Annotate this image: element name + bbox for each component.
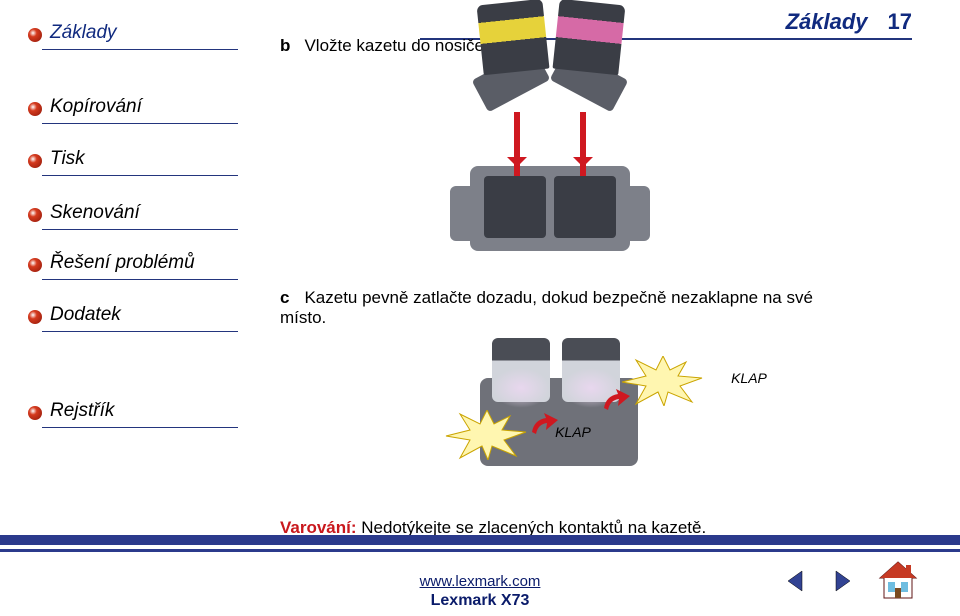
sidebar-item-tisk[interactable]: Tisk bbox=[28, 148, 228, 170]
sidebar-item-label: Tisk bbox=[50, 148, 85, 169]
sidebar-item-label: Základy bbox=[50, 22, 117, 43]
klap-label: KLAP bbox=[706, 370, 792, 386]
bullet-icon bbox=[28, 310, 42, 324]
step-b-text: Vložte kazetu do nosiče. bbox=[304, 36, 488, 55]
header-page-number: 17 bbox=[888, 9, 912, 35]
underline bbox=[42, 175, 238, 176]
bullet-icon bbox=[28, 28, 42, 42]
sidebar-item-reseni-problemu[interactable]: Řešení problémů bbox=[28, 252, 228, 274]
step-c: c Kazetu pevně zatlačte dozadu, dokud be… bbox=[280, 288, 840, 328]
step-c-text: Kazetu pevně zatlačte dozadu, dokud bezp… bbox=[280, 288, 813, 327]
bullet-icon bbox=[28, 154, 42, 168]
sidebar-item-dodatek[interactable]: Dodatek bbox=[28, 304, 228, 326]
bullet-icon bbox=[28, 258, 42, 272]
step-c-letter: c bbox=[280, 288, 300, 308]
home-button[interactable] bbox=[876, 560, 920, 602]
sidebar-item-label: Rejstřík bbox=[50, 400, 114, 421]
main-content: b Vložte kazetu do nosiče. c Kazetu pevn… bbox=[280, 36, 920, 538]
underline bbox=[42, 279, 238, 280]
header-section-title: Základy bbox=[786, 9, 868, 35]
footer-divider bbox=[0, 535, 960, 552]
slot-left bbox=[484, 176, 546, 238]
illustration-insert-cartridge bbox=[410, 76, 700, 266]
arrow-down-icon bbox=[580, 112, 586, 176]
sidebar-item-rejstrik[interactable]: Rejstřík bbox=[28, 400, 228, 422]
cartridge-color-icon bbox=[553, 0, 626, 75]
underline bbox=[42, 427, 238, 428]
bullet-icon bbox=[28, 208, 42, 222]
cartridge-black-icon bbox=[477, 0, 550, 75]
bullet-icon bbox=[28, 406, 42, 420]
klap-burst-icon: KLAP bbox=[620, 356, 706, 406]
step-b-letter: b bbox=[280, 36, 300, 56]
underline bbox=[42, 49, 238, 50]
sidebar-item-label: Řešení problémů bbox=[50, 252, 195, 273]
next-page-button[interactable] bbox=[830, 569, 854, 593]
bullet-icon bbox=[28, 102, 42, 116]
klap-burst-icon: KLAP bbox=[444, 410, 530, 460]
underline bbox=[42, 123, 238, 124]
sidebar-item-skenovani[interactable]: Skenování bbox=[28, 202, 228, 224]
underline bbox=[42, 229, 238, 230]
sidebar-item-label: Skenování bbox=[50, 202, 140, 223]
sidebar-item-kopirovani[interactable]: Kopírování bbox=[28, 96, 228, 118]
slot-right bbox=[554, 176, 616, 238]
underline bbox=[42, 331, 238, 332]
cartridge-inserted-left bbox=[492, 338, 550, 402]
footer-nav-buttons bbox=[784, 560, 920, 602]
prev-page-button[interactable] bbox=[784, 569, 808, 593]
arrow-down-icon bbox=[514, 112, 520, 176]
sidebar-item-zaklady[interactable]: Základy bbox=[28, 22, 228, 44]
sidebar-item-label: Kopírování bbox=[50, 96, 142, 117]
klap-label: KLAP bbox=[530, 424, 616, 440]
illustration-click-cartridge: KLAP KLAP bbox=[410, 348, 710, 498]
sidebar-item-label: Dodatek bbox=[50, 304, 121, 325]
carriage-icon bbox=[470, 166, 630, 251]
